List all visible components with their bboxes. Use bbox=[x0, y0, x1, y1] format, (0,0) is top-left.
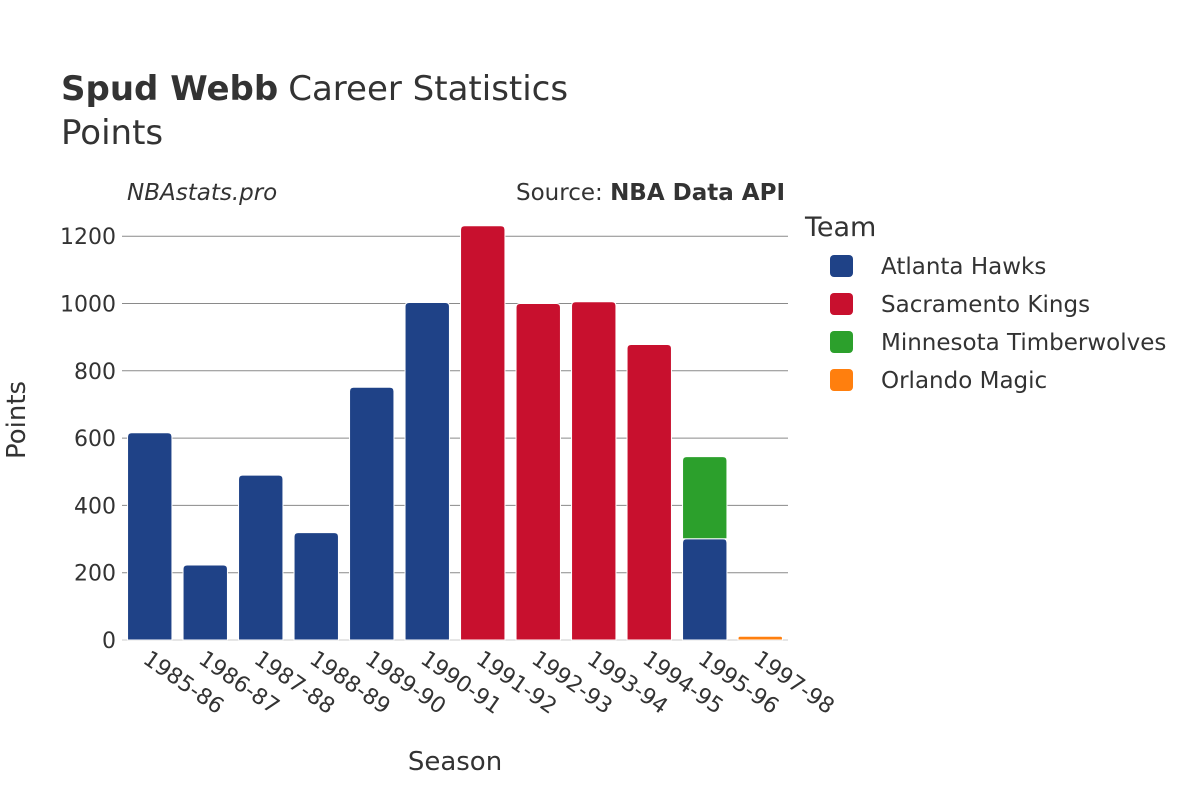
source-note: Source: NBA Data API bbox=[516, 180, 785, 206]
x-axis-title: Season bbox=[408, 747, 502, 777]
chart-subtitle: Points bbox=[61, 113, 163, 153]
bar-atlanta-hawks-1989-90 bbox=[349, 386, 395, 641]
legend-entry-label: Atlanta Hawks bbox=[881, 254, 1046, 280]
y-tick-label: 200 bbox=[74, 562, 116, 587]
bar-atlanta-hawks-1985-86 bbox=[127, 432, 173, 641]
y-axis-ticks: 0 200 400 600 800 1000 1200 bbox=[60, 225, 116, 654]
bar-atlanta-hawks-1986-87 bbox=[182, 564, 228, 641]
legend-entry-label: Orlando Magic bbox=[881, 368, 1047, 394]
legend-entry-label: Sacramento Kings bbox=[881, 292, 1090, 318]
bar-sacramento-kings-1991-92 bbox=[460, 225, 506, 641]
bar-sacramento-kings-1992-93 bbox=[515, 302, 561, 641]
legend-swatch bbox=[830, 255, 853, 277]
chart-title: Spud Webb Career Statistics bbox=[61, 69, 568, 109]
watermark-text: NBAstats.pro bbox=[127, 180, 277, 206]
chart-title-rest: Career Statistics bbox=[288, 69, 568, 109]
source-name: NBA Data API bbox=[610, 180, 785, 206]
bar-atlanta-hawks-1987-88 bbox=[238, 474, 284, 641]
y-tick-label: 400 bbox=[74, 494, 116, 519]
legend-swatch bbox=[830, 293, 853, 315]
legend-entry-label: Minnesota Timberwolves bbox=[881, 330, 1166, 356]
y-axis-title: Points bbox=[2, 381, 32, 459]
y-tick-label: 0 bbox=[102, 629, 116, 654]
bar-atlanta-hawks-1990-91 bbox=[404, 301, 450, 641]
legend: Team Atlanta Hawks Sacramento Kings Minnes… bbox=[804, 212, 1166, 394]
legend-swatch bbox=[830, 331, 853, 353]
legend-swatch bbox=[830, 369, 853, 391]
bar-minnesota-timberwolves-1995-96 bbox=[682, 456, 728, 540]
bar-sacramento-kings-1993-94 bbox=[571, 301, 617, 641]
chart-title-player: Spud Webb bbox=[61, 69, 278, 109]
y-tick-label: 1200 bbox=[60, 225, 116, 250]
bar-atlanta-hawks-1988-89 bbox=[293, 532, 339, 641]
bar-orlando-magic-1997-98 bbox=[737, 635, 783, 641]
gridlines bbox=[122, 235, 788, 641]
y-tick-label: 600 bbox=[74, 427, 116, 452]
bars bbox=[127, 225, 783, 641]
bar-sacramento-kings-1994-95 bbox=[626, 344, 672, 641]
bar-atlanta-hawks-1995-96 bbox=[682, 538, 728, 641]
x-axis-ticks: 1985-861986-871987-881988-891989-901990-… bbox=[138, 646, 838, 719]
source-prefix: Source: bbox=[516, 180, 610, 206]
legend-title: Team bbox=[804, 212, 876, 243]
y-tick-label: 800 bbox=[74, 360, 116, 385]
y-tick-label: 1000 bbox=[60, 292, 116, 317]
